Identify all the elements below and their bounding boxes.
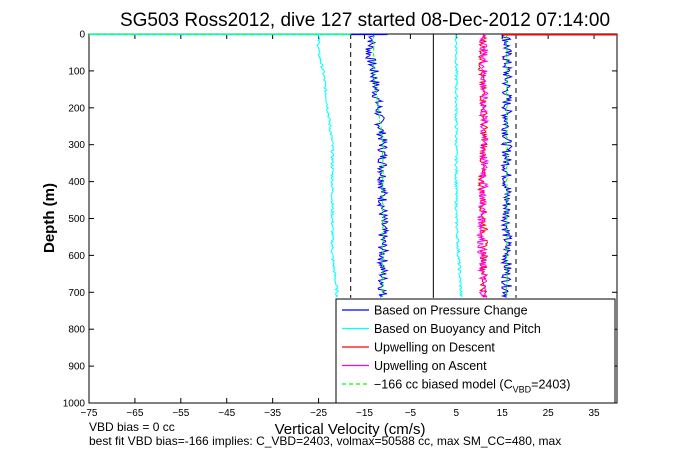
y-axis-label: Depth (m) (41, 183, 58, 253)
x-tick-label: 5 (454, 408, 460, 419)
legend-box (335, 298, 616, 404)
series-4-line (372, 34, 385, 298)
x-axis-label: Vertical Velocity (cm/s) (275, 421, 426, 438)
y-tick-label: 600 (68, 251, 85, 262)
series-3-line (476, 34, 490, 298)
legend-label-2: Upwelling on Descent (374, 341, 495, 355)
x-tick-label: 25 (543, 408, 555, 419)
series-0-line-ascent (499, 34, 514, 298)
legend-label-3: Upwelling on Ascent (374, 359, 487, 373)
series-4-line-ascent (505, 34, 509, 298)
y-tick-label: 500 (68, 214, 85, 225)
y-tick-label: 200 (68, 103, 85, 114)
series-1-line-ascent (453, 34, 463, 298)
series-1-line (316, 34, 339, 298)
x-tick-label: −5 (405, 408, 417, 419)
legend-label-1: Based on Buoyancy and Pitch (374, 322, 541, 336)
footer-line-2: best fit VBD bias=-166 implies: C_VBD=24… (89, 434, 562, 448)
x-tick-label: −65 (126, 408, 143, 419)
y-tick-label: 0 (79, 30, 85, 41)
y-tick-label: 100 (68, 66, 85, 77)
y-tick-label: 400 (68, 177, 85, 188)
legend: Based on Pressure Change Based on Buoyanc… (335, 298, 616, 404)
y-tick-label: 300 (68, 140, 85, 151)
x-tick-label: −15 (356, 408, 373, 419)
x-tick-label: −75 (81, 408, 98, 419)
y-tick-label: 1000 (63, 399, 86, 410)
y-tick-label: 900 (68, 362, 85, 373)
legend-label-0: Based on Pressure Change (374, 304, 528, 318)
x-tick-label: 15 (497, 408, 509, 419)
x-tick-label: −25 (310, 408, 327, 419)
x-tick-label: −55 (172, 408, 189, 419)
series-2-line (476, 34, 489, 298)
y-tick-label: 700 (68, 288, 85, 299)
chart-title: SG503 Ross2012, dive 127 started 08-Dec-… (120, 10, 610, 31)
y-tick-label: 800 (68, 325, 85, 336)
x-tick-label: −35 (264, 408, 281, 419)
x-tick-label: −45 (218, 408, 235, 419)
x-tick-label: 35 (588, 408, 600, 419)
footer-line-1: VBD bias = 0 cc (89, 420, 175, 434)
